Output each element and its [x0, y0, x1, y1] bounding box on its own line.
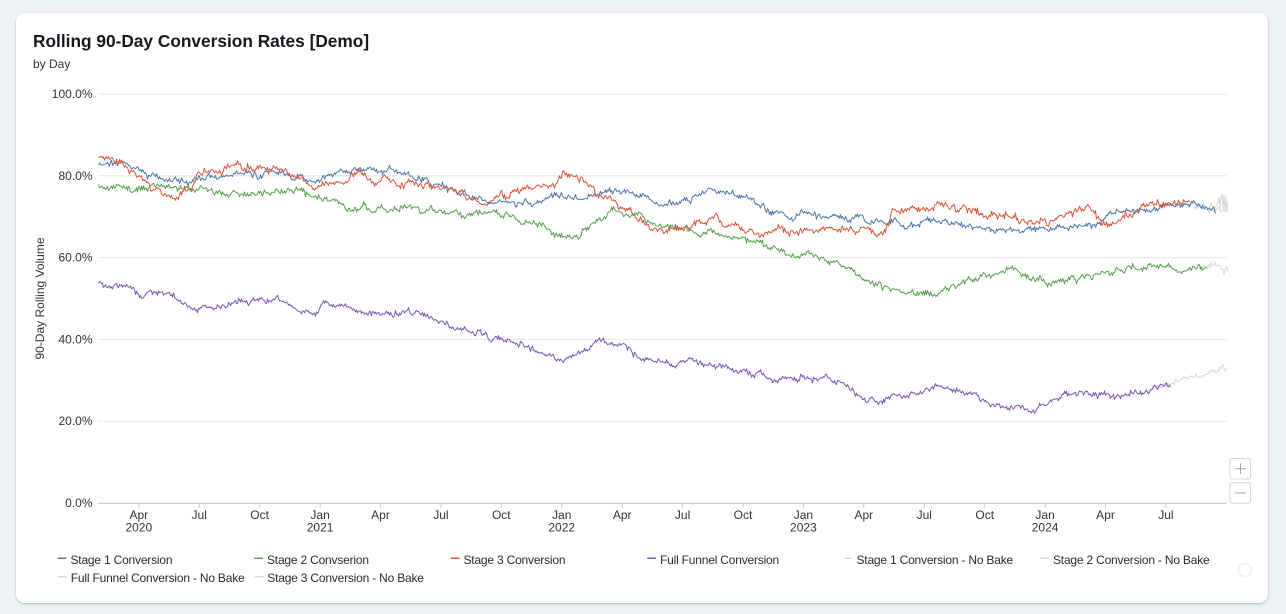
svg-text:2021: 2021 — [307, 521, 334, 535]
svg-text:Oct: Oct — [492, 508, 511, 522]
svg-text:Oct: Oct — [975, 508, 994, 522]
svg-text:Stage 3 Conversion: Stage 3 Conversion — [464, 553, 566, 567]
svg-text:Oct: Oct — [250, 508, 269, 522]
svg-text:2023: 2023 — [790, 521, 817, 535]
svg-text:Jan: Jan — [1035, 508, 1054, 522]
svg-text:Jan: Jan — [552, 508, 571, 522]
svg-text:80.0%: 80.0% — [58, 169, 92, 183]
svg-text:90-Day Rolling Volume: 90-Day Rolling Volume — [33, 237, 47, 359]
svg-text:Jul: Jul — [192, 508, 207, 522]
svg-text:2020: 2020 — [125, 521, 152, 535]
svg-text:2024: 2024 — [1032, 521, 1059, 535]
svg-text:Apr: Apr — [129, 508, 148, 522]
svg-text:Full Funnel Conversion - No Ba: Full Funnel Conversion - No Bake — [71, 571, 245, 585]
svg-text:Oct: Oct — [734, 508, 753, 522]
svg-text:Apr: Apr — [613, 508, 632, 522]
svg-text:Stage 3 Conversion - No Bake: Stage 3 Conversion - No Bake — [267, 571, 424, 585]
svg-text:Stage 1 Conversion: Stage 1 Conversion — [71, 553, 173, 567]
svg-text:Jan: Jan — [310, 508, 329, 522]
svg-text:2022: 2022 — [548, 521, 575, 535]
svg-text:Jul: Jul — [675, 508, 690, 522]
svg-text:0.0%: 0.0% — [65, 496, 93, 510]
svg-text:Stage 2 Convserion: Stage 2 Convserion — [267, 553, 369, 567]
svg-text:Full Funnel Conversion: Full Funnel Conversion — [660, 553, 779, 567]
svg-text:Stage 1 Conversion - No Bake: Stage 1 Conversion - No Bake — [857, 553, 1014, 567]
svg-text:Apr: Apr — [854, 508, 873, 522]
svg-text:Stage 2 Conversion - No Bake: Stage 2 Conversion - No Bake — [1053, 553, 1210, 567]
svg-text:Jul: Jul — [917, 508, 932, 522]
svg-text:Jul: Jul — [433, 508, 448, 522]
svg-text:Apr: Apr — [1096, 508, 1115, 522]
svg-text:Apr: Apr — [371, 508, 390, 522]
svg-text:40.0%: 40.0% — [58, 332, 92, 346]
svg-text:Jan: Jan — [794, 508, 813, 522]
svg-text:60.0%: 60.0% — [58, 251, 92, 265]
svg-text:Jul: Jul — [1158, 508, 1173, 522]
svg-text:100.0%: 100.0% — [52, 87, 93, 101]
svg-text:20.0%: 20.0% — [58, 414, 92, 428]
